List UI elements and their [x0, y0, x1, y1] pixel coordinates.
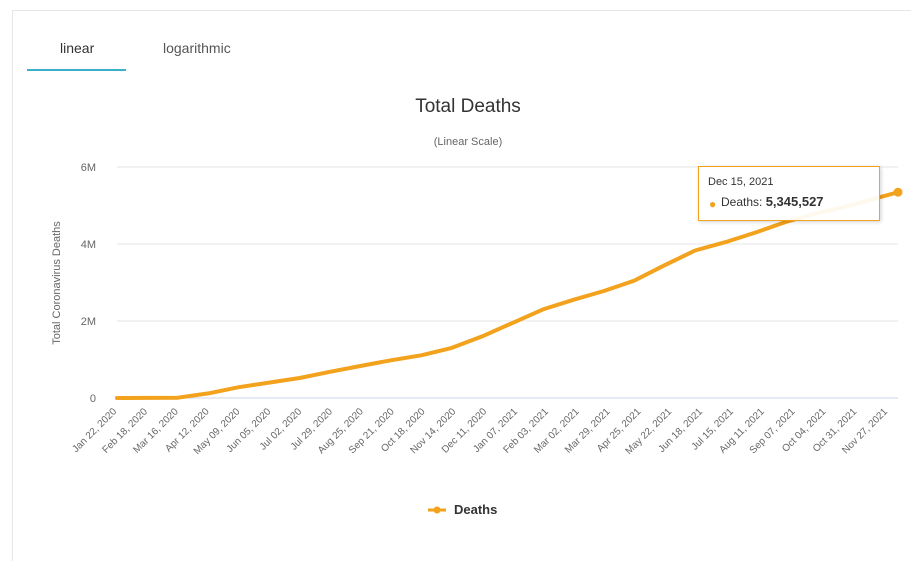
- y-tick-label: 0: [90, 393, 96, 405]
- y-tick-label: 6M: [81, 162, 96, 174]
- tooltip-dot-icon: ●: [709, 197, 717, 211]
- series-line-deaths[interactable]: [115, 190, 900, 400]
- chart-panel: [12, 10, 911, 561]
- chart-subtitle: (Linear Scale): [434, 136, 502, 148]
- legend[interactable]: Deaths: [428, 502, 497, 517]
- tooltip-value: 5,345,527: [765, 194, 824, 209]
- y-tick-label: 4M: [81, 239, 96, 251]
- y-axis-label: Total Coronavirus Deaths: [51, 221, 63, 345]
- legend-marker-dot: [433, 506, 441, 514]
- tooltip: Dec 15, 2021 ● Deaths: 5,345,527: [698, 166, 880, 221]
- hover-point[interactable]: [893, 187, 903, 197]
- tab-linear[interactable]: linear: [60, 40, 95, 56]
- tooltip-date: Dec 15, 2021: [708, 176, 774, 188]
- active-tab-indicator: [27, 69, 126, 71]
- tab-logarithmic[interactable]: logarithmic: [163, 40, 231, 56]
- legend-label: Deaths: [454, 502, 497, 517]
- tooltip-label: Deaths:: [721, 195, 763, 209]
- y-tick-label: 2M: [81, 316, 96, 328]
- chart-title: Total Deaths: [415, 96, 521, 117]
